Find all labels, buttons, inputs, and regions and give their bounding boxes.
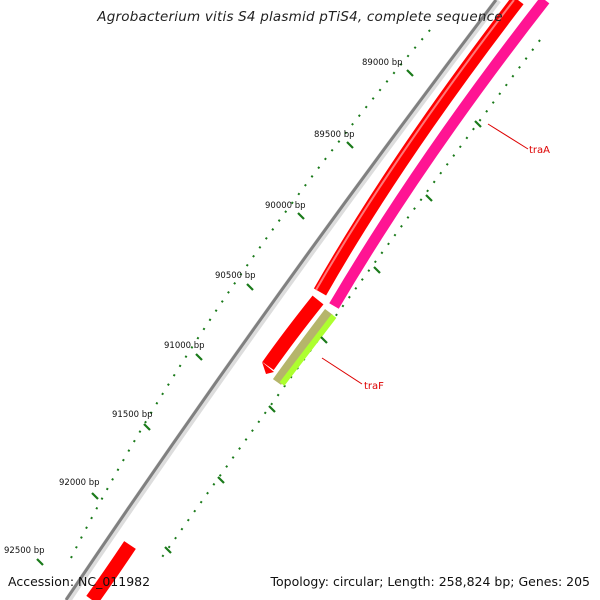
gene-traA-arc [329, 0, 550, 309]
gene-traF-shade [272, 308, 333, 385]
cds-red-mid-arrow [262, 362, 274, 374]
outer-dotted-ruler [69, 29, 431, 561]
tick-mark [246, 283, 254, 291]
tick-mark [143, 423, 151, 431]
gene-label-traF: traF [364, 381, 384, 392]
tick-mark [195, 353, 203, 361]
tick-mark [297, 212, 305, 220]
inner-tick-mark [164, 546, 172, 554]
sequence-summary: Topology: circular; Length: 258,824 bp; … [270, 574, 591, 589]
tick-label: 91500 bp [112, 410, 153, 420]
tick-label: 89500 bp [314, 130, 355, 140]
tick-label: 90000 bp [265, 201, 306, 211]
tick-label: 92000 bp [59, 478, 100, 488]
cds-red-top [313, 0, 524, 296]
tick-mark [91, 492, 99, 500]
inner-tick-mark [217, 476, 225, 484]
map-title: Agrobacterium vitis S4 plasmid pTiS4, co… [97, 9, 503, 25]
inner-tick-mark [425, 194, 433, 202]
inner-tick-mark [373, 266, 381, 274]
traA-leader-line [487, 123, 529, 150]
tick-layer: 89000 bp 89500 bp 90000 bp 90500 bp 91000 bp… [4, 58, 482, 566]
inner-tick-mark [268, 405, 276, 413]
cds-red-mid [262, 295, 324, 371]
backbone-shadow [65, 0, 501, 600]
tick-mark [36, 558, 44, 566]
inner-tick-mark [474, 120, 482, 128]
tick-label: 92500 bp [4, 546, 45, 556]
tick-label: 90500 bp [215, 271, 256, 281]
inner-dotted-ruler [159, 39, 541, 561]
gene-label-traA: traA [529, 145, 550, 156]
cds-red-bottom [86, 541, 136, 600]
inner-tick-mark [320, 336, 328, 344]
cds-red-top-highlight [315, 0, 515, 291]
tick-mark [346, 141, 354, 149]
tick-label: 91000 bp [164, 341, 205, 351]
tick-label: 89000 bp [362, 58, 403, 68]
accession-text: Accession: NC_011982 [8, 574, 151, 589]
backbone-arc [64, 0, 498, 600]
gene-traF-arc [279, 314, 337, 386]
traF-leader-line [321, 357, 363, 385]
tick-mark [406, 69, 414, 77]
